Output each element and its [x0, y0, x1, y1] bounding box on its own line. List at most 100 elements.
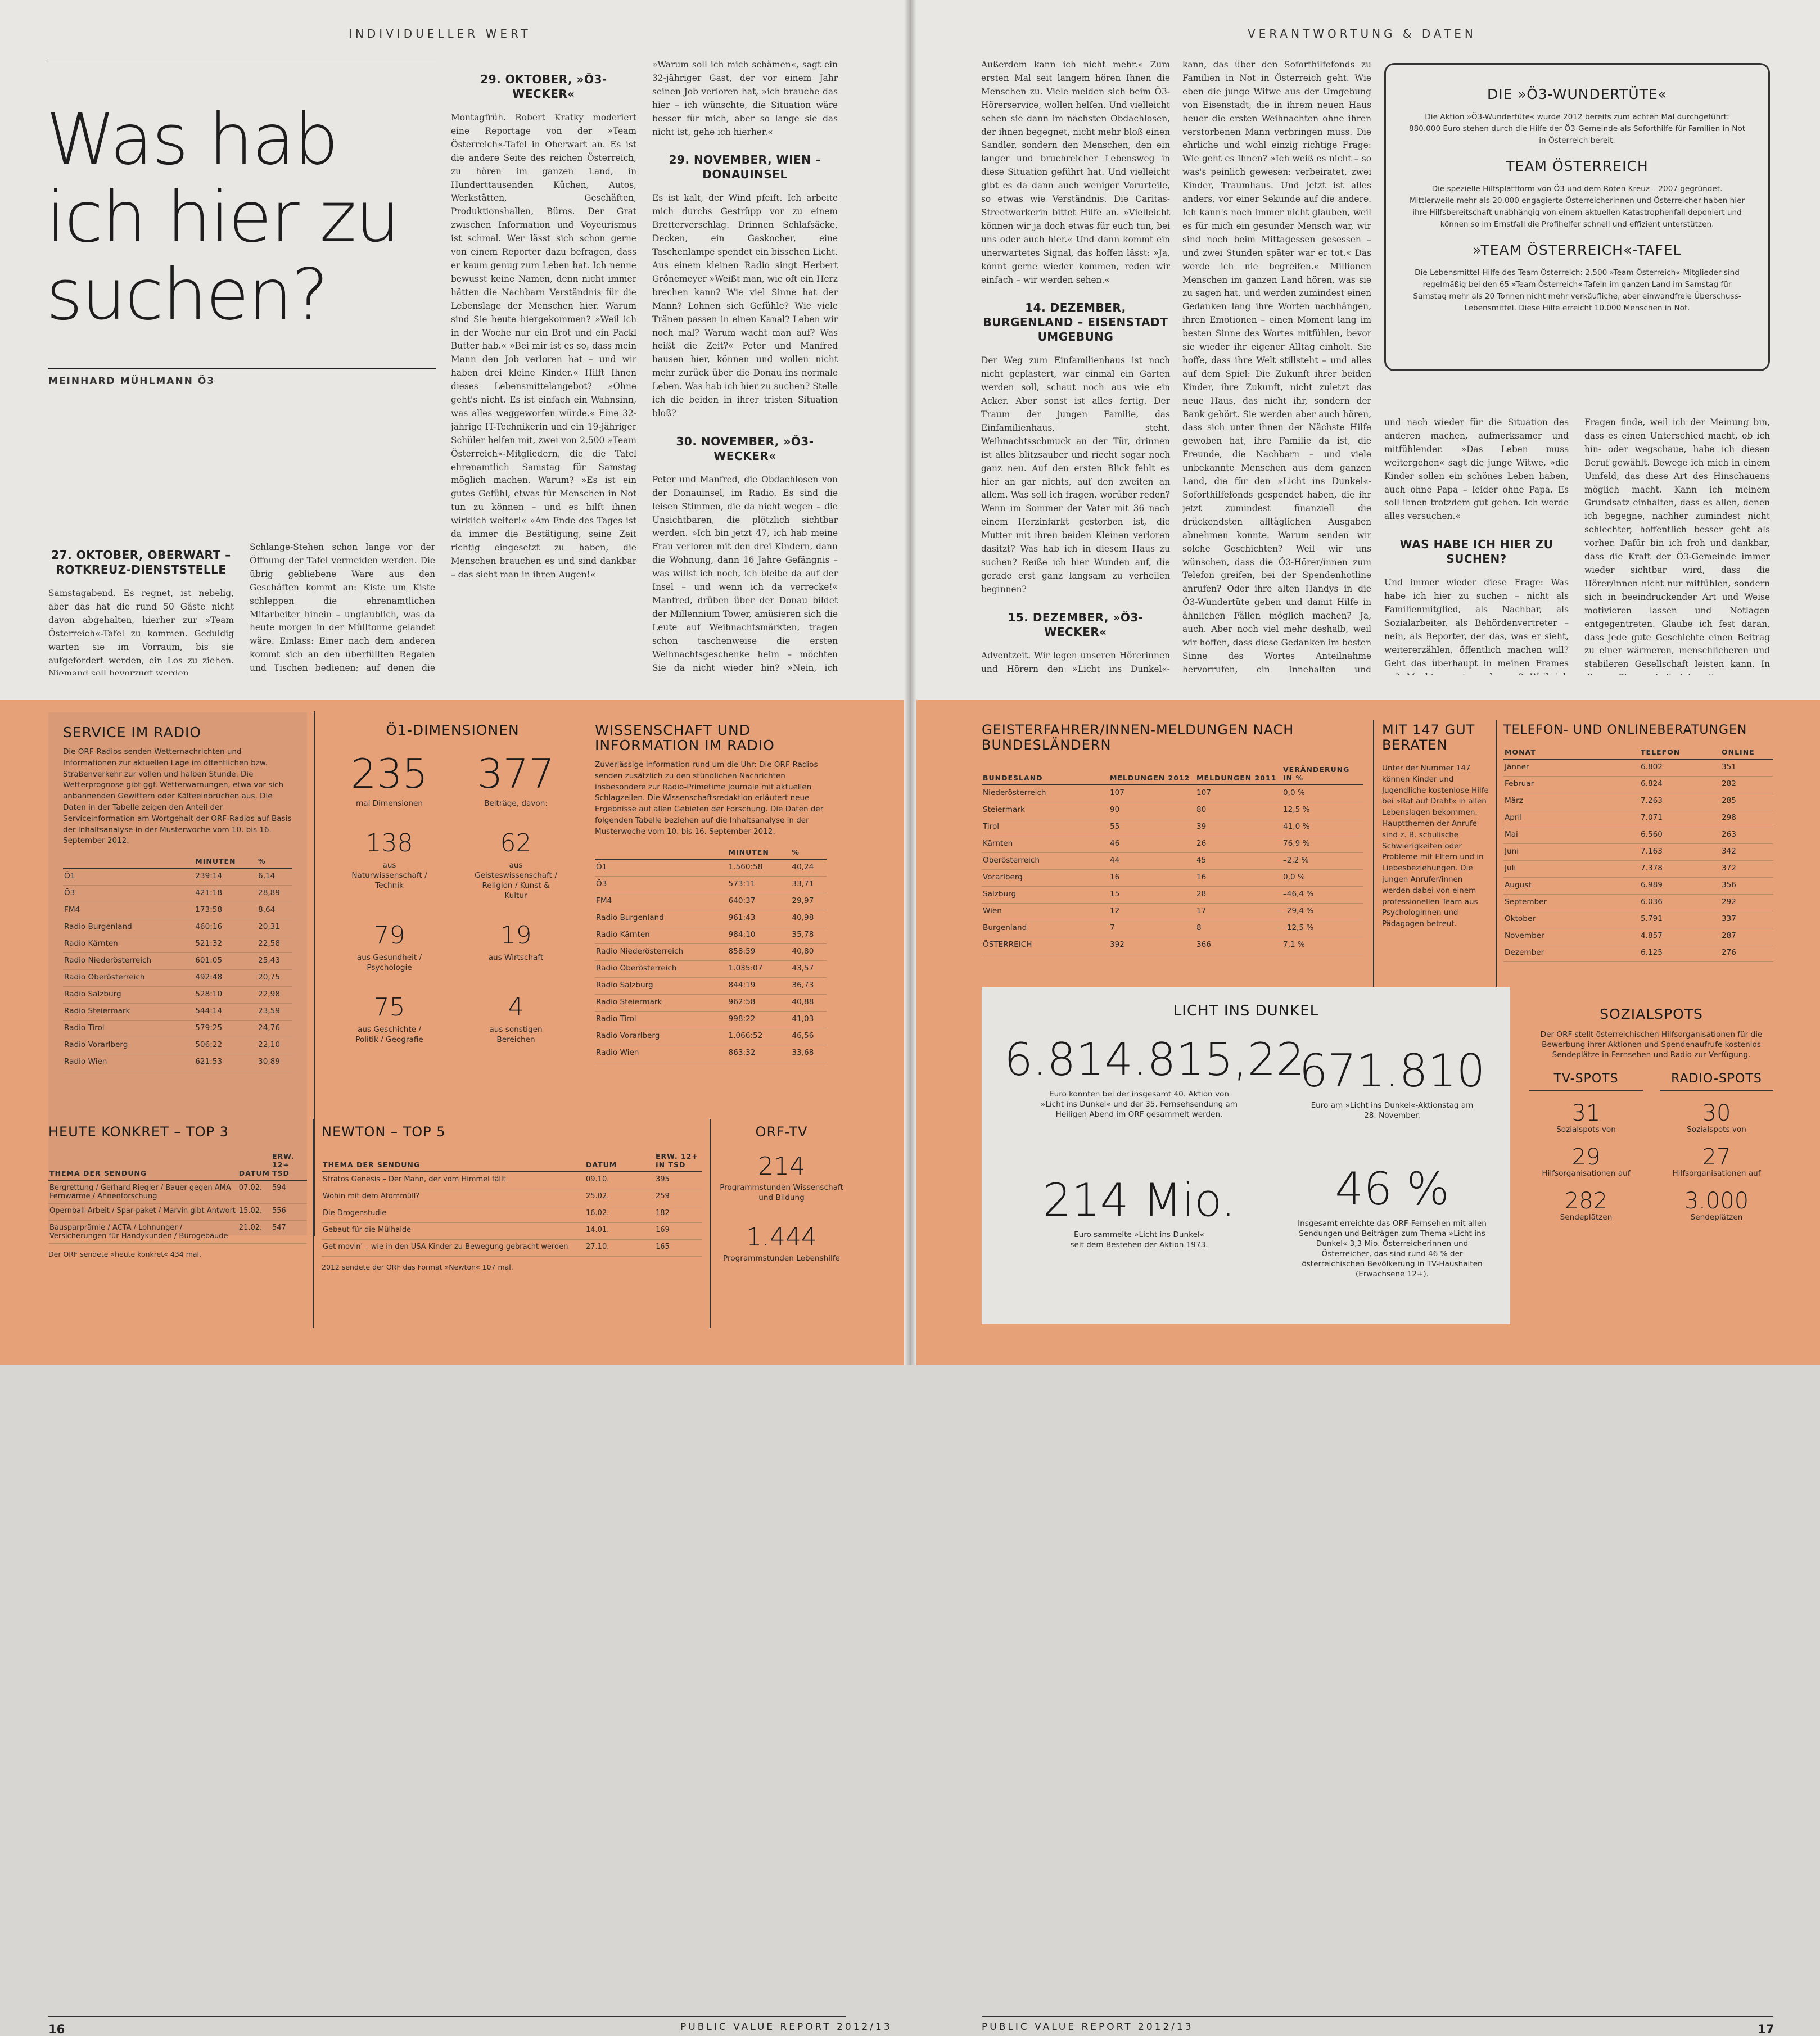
table-cell: Die Drogenstudie	[322, 1206, 585, 1223]
table-cell: 20,75	[257, 969, 292, 987]
table-row: Februar 6.824 282	[1503, 776, 1773, 793]
radio-spots-column: RADIO-SPOTS 30 Sozialspots von 27 Hilfso…	[1660, 1071, 1773, 1222]
table-cell: 7.378	[1640, 860, 1720, 878]
dimension-item: 75 aus Geschichte / Politik / Geografie	[326, 995, 453, 1045]
table-cell: Radio Salzburg	[63, 986, 195, 1004]
dimension-item: 377 Beiträge, davon:	[453, 753, 579, 809]
table-cell: 506:22	[194, 1037, 258, 1055]
table-header: ERW. 12+ TSD	[271, 1150, 307, 1181]
licht-box: LICHT INS DUNKEL 6.814.815,22 Euro konnt…	[982, 987, 1510, 1324]
dimension-item: 79 aus Gesundheit / Psychologie	[326, 923, 453, 973]
section-title: 14. DEZEMBER, BURGENLAND – EISENSTADT UM…	[983, 301, 1168, 344]
table-cell: 26	[1195, 836, 1282, 853]
table-header: THEMA DER SENDUNG	[322, 1150, 585, 1172]
table-header: DATUM	[237, 1150, 271, 1181]
orf-tv-label: Programmstunden Wissenschaft und Bildung	[720, 1183, 843, 1202]
table-row: Kärnten 46 26 76,9 %	[982, 836, 1363, 853]
table-cell: –12,5 %	[1282, 920, 1363, 937]
table-cell: 09.10.	[585, 1172, 654, 1189]
table-cell: Radio Niederösterreich	[63, 952, 195, 970]
paragraph: Peter und Manfred, die Obdachlosen von d…	[652, 474, 838, 673]
headline: Was hab ich hier zu suchen?	[46, 101, 400, 336]
oe1-title: Ö1-DIMENSIONEN	[386, 722, 520, 738]
dimension-label: aus sonstigen Bereichen	[489, 1025, 543, 1044]
article-column-1: 27. OKTOBER, OBERWART – ROTKREUZ-DIENSTS…	[48, 534, 234, 675]
table-cell: 337	[1720, 911, 1773, 928]
table-cell: 16.02.	[585, 1206, 654, 1223]
table-cell: 6.125	[1640, 945, 1720, 962]
mit147-box: MIT 147 GUT BERATEN Unter der Nummer 147…	[1382, 723, 1489, 1105]
wissenschaft-text: Zuverlässige Information rund um die Uhr…	[595, 760, 824, 836]
table-header: MONAT	[1503, 746, 1640, 760]
sidebox-title: TEAM ÖSTERREICH	[1506, 158, 1649, 174]
table-cell: Radio Kärnten	[595, 927, 728, 944]
table-row: Radio Salzburg 528:10 22,98	[63, 986, 292, 1004]
headline-line-2: ich hier zu	[46, 177, 400, 258]
footer-rule	[48, 2016, 846, 2017]
table-row: Ö1 1.560:58 40,24	[595, 859, 827, 877]
table-cell: 29,97	[791, 893, 827, 910]
table-cell: 287	[1720, 928, 1773, 945]
table-cell: 07.02.	[237, 1180, 271, 1204]
table-row: Vorarlberg 16 16 0,0 %	[982, 869, 1363, 887]
table-cell: Ö1	[63, 868, 195, 886]
table-cell: Opernball-Arbeit / Spar-paket / Marvin g…	[48, 1203, 238, 1221]
table-row: Radio Salzburg 844:19 36,73	[595, 977, 827, 995]
spot-value: 3.000	[1684, 1188, 1749, 1214]
table-cell: 173:58	[194, 902, 258, 920]
table-cell: 1.066:52	[727, 1028, 791, 1045]
table-cell: Burgenland	[982, 920, 1109, 937]
table-row: Juli 7.378 372	[1503, 860, 1773, 878]
table-cell: Stratos Genesis – Der Mann, der vom Himm…	[322, 1172, 585, 1189]
tv-spots-title: TV-SPOTS	[1529, 1071, 1643, 1091]
table-cell: 182	[654, 1206, 702, 1223]
table-cell: 858:59	[727, 943, 791, 961]
article-column-7: und nach wieder für die Situation des an…	[1384, 416, 1569, 675]
table-row: Radio Vorarlberg 506:22 22,10	[63, 1037, 292, 1055]
table-cell: 556	[271, 1203, 307, 1221]
table-cell: Radio Wien	[63, 1054, 195, 1072]
spot-value: 29	[1571, 1144, 1601, 1170]
spot-value: 282	[1564, 1188, 1608, 1214]
table-row: Wohin mit dem Atommüll? 25.02. 259	[322, 1189, 702, 1206]
table-cell: Radio Burgenland	[63, 919, 195, 937]
table-row: Tirol 55 39 41,0 %	[982, 819, 1363, 836]
table-row: Radio Wien 863:32 33,68	[595, 1045, 827, 1062]
dimension-value: 4	[508, 993, 524, 1022]
table-cell: 239:14	[194, 868, 258, 886]
licht-item: 671.810 Euro am »Licht ins Dunkel«-Aktio…	[1297, 1049, 1488, 1121]
table-cell: Vorarlberg	[982, 869, 1109, 887]
article-column-3: Schlange-Stehen schon lange vor der Öffn…	[451, 58, 636, 675]
table-cell: Wohin mit dem Atommüll?	[322, 1189, 585, 1206]
telefon-table: MONAT TELEFON ONLINE Jänner 6.802 351 Febru…	[1503, 746, 1773, 962]
table-cell: November	[1503, 928, 1640, 945]
spot-value: 31	[1571, 1100, 1601, 1126]
table-row: Radio Oberösterreich 1.035:07 43,57	[595, 960, 827, 978]
table-cell: 640:37	[727, 893, 791, 910]
table-cell: 962:58	[727, 994, 791, 1012]
dimension-label: aus Naturwissenschaft / Technik	[351, 861, 427, 890]
headline-line-3: suchen?	[46, 254, 329, 336]
dimension-item: 62 aus Geisteswissenschaft / Religion / K…	[453, 831, 579, 901]
table-row: Juni 7.163 342	[1503, 843, 1773, 861]
table-cell: 20,31	[257, 919, 292, 937]
column-divider	[710, 1119, 711, 1328]
table-cell: 392	[1109, 937, 1195, 954]
table-cell: 547	[271, 1220, 307, 1244]
running-head-left: INDIVIDUELLER WERT	[349, 27, 531, 40]
heute-konkret-title: HEUTE KONKRET – TOP 3	[48, 1124, 229, 1140]
orf-tv-title: ORF-TV	[755, 1124, 808, 1140]
section-title: 30. NOVEMBER, »Ö3-WECKER«	[676, 434, 814, 463]
table-row: Radio Niederösterreich 601:05 25,43	[63, 952, 292, 970]
table-row: FM4 640:37 29,97	[595, 893, 827, 910]
spot-value: 27	[1702, 1144, 1731, 1170]
table-cell: 594	[271, 1180, 307, 1204]
table-header: %	[791, 845, 827, 860]
table-cell: Radio Niederösterreich	[595, 943, 728, 961]
section-title: WAS HABE ICH HIER ZU SUCHEN?	[1399, 538, 1553, 566]
licht-title: LICHT INS DUNKEL	[1173, 1003, 1319, 1019]
table-row: Jänner 6.802 351	[1503, 759, 1773, 777]
service-radio-box: SERVICE IM RADIO Die ORF-Radios senden W…	[48, 712, 307, 1235]
spot-label: Sozialspots von	[1556, 1125, 1616, 1134]
spot-value: 30	[1702, 1100, 1731, 1126]
